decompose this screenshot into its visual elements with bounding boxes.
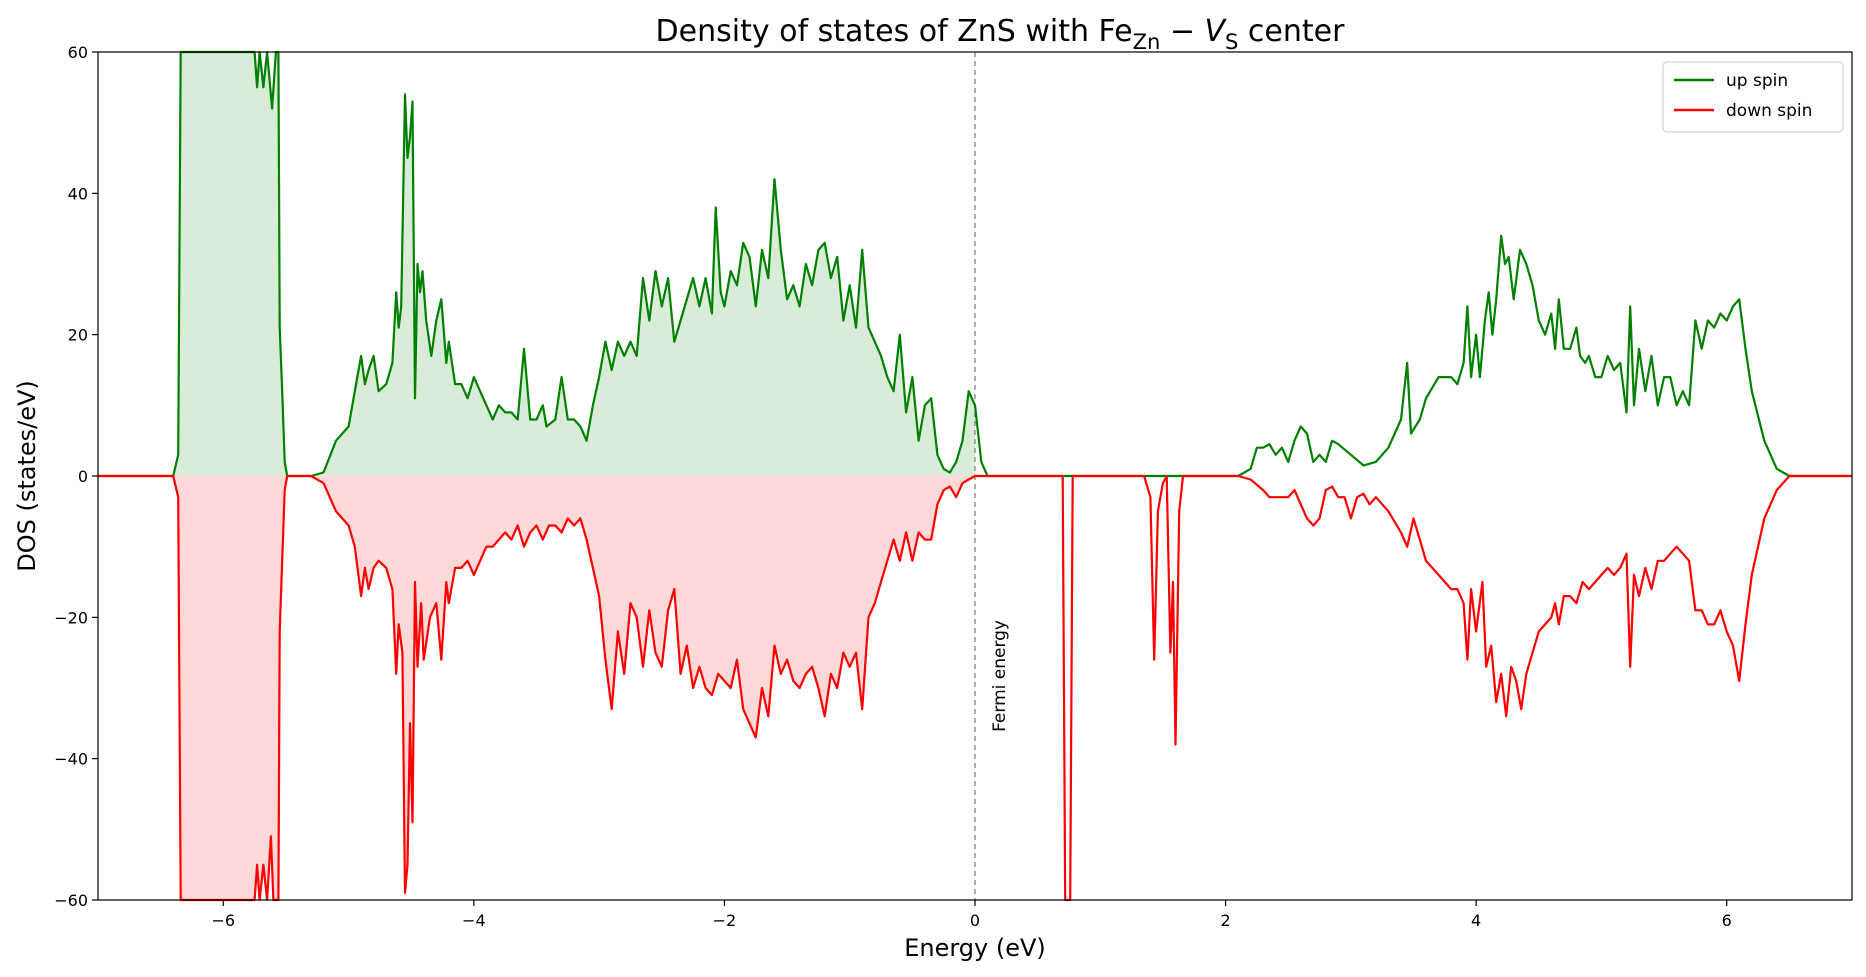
series-line-up-spin <box>98 50 1852 478</box>
legend: up spin down spin <box>1662 61 1844 133</box>
series-lines <box>98 50 1852 902</box>
y-tick-label: 0 <box>78 467 88 486</box>
y-axis-label: DOS (states/eV) <box>13 380 41 572</box>
legend-label-up-spin: up spin <box>1726 71 1788 91</box>
x-tick-label: 0 <box>970 911 980 930</box>
x-axis-label: Energy (eV) <box>904 934 1046 962</box>
x-tick-label: 6 <box>1722 911 1732 930</box>
y-tick-label: −20 <box>54 608 88 627</box>
x-tick-label: −2 <box>713 911 737 930</box>
fermi-energy-label: Fermi energy <box>990 620 1010 732</box>
chart-title: Density of states of ZnS with FeZn − VS … <box>656 14 1346 54</box>
y-tick-label: 20 <box>68 326 88 345</box>
y-tick-label: 60 <box>68 43 88 62</box>
x-tick-label: 4 <box>1471 911 1481 930</box>
fill-area-down-spin <box>98 476 975 900</box>
fill-layer <box>98 52 975 900</box>
x-tick-label: −4 <box>462 911 486 930</box>
x-tick-label: 2 <box>1220 911 1230 930</box>
x-tick-label: −6 <box>211 911 235 930</box>
series-line-down-spin <box>98 474 1852 902</box>
x-axis-ticks: −6 −4 −2 0 2 4 6 <box>211 900 1732 930</box>
y-axis-ticks: −60 −40 −20 0 20 40 60 <box>54 43 98 910</box>
y-tick-label: 40 <box>68 184 88 203</box>
y-tick-label: −60 <box>54 891 88 910</box>
fill-area-up-spin <box>98 52 975 476</box>
y-tick-label: −40 <box>54 750 88 769</box>
legend-label-down-spin: down spin <box>1726 101 1812 121</box>
